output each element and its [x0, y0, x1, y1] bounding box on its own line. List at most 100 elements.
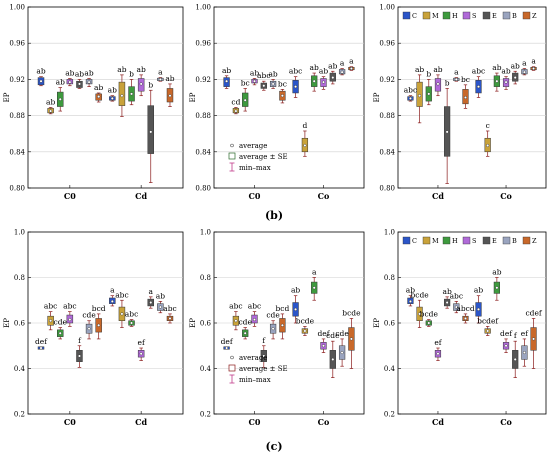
y-tick-label: 0.8	[14, 274, 25, 282]
box-mean	[110, 96, 114, 100]
y-tick-label: 1.00	[195, 4, 211, 12]
box-mean	[303, 143, 307, 147]
significance-letter: a	[312, 268, 317, 277]
box-mean	[463, 316, 467, 320]
y-tick-label: 1.00	[379, 4, 395, 12]
significance-letter: ef	[521, 329, 529, 338]
box-mean	[234, 109, 238, 113]
y-tick-label: 0.6	[14, 320, 26, 328]
x-tick-label: Cd	[432, 191, 444, 201]
box-mean	[331, 357, 335, 361]
legend-se: average ± SE	[239, 153, 288, 161]
y-tick-label: 0.92	[379, 76, 395, 84]
significance-letter: ab	[511, 61, 520, 70]
y-axis-label: EP	[373, 92, 381, 102]
box-mean	[58, 97, 62, 101]
box-mean	[39, 346, 43, 350]
legend-swatch	[442, 236, 451, 245]
legend-label: Z	[532, 12, 537, 20]
y-axis-label: EP	[3, 318, 11, 328]
y-tick-label: 0.96	[195, 40, 211, 48]
legend-minmax: min–max	[239, 164, 271, 172]
box-mean	[139, 82, 143, 86]
significance-letter: cdef	[525, 308, 542, 317]
significance-letter: b	[426, 69, 431, 78]
significance-letter: ab	[156, 291, 165, 300]
significance-letter: cde	[335, 329, 349, 338]
significance-letter: cd	[231, 97, 240, 106]
significance-letter: f	[78, 336, 82, 345]
y-axis-label: EP	[3, 92, 11, 102]
y-tick-label: 0.96	[379, 40, 395, 48]
significance-letter: bcde	[420, 310, 439, 319]
legend-symbol	[230, 355, 234, 360]
y-tick-label: 0.2	[200, 411, 211, 419]
box-mean	[532, 337, 536, 341]
box-mean	[168, 94, 172, 98]
legend-label: H	[452, 237, 458, 245]
box-mean	[322, 344, 326, 348]
significance-letter: c	[486, 121, 490, 130]
significance-letter: bcde	[296, 316, 315, 325]
legend-minmax: min–max	[239, 376, 271, 384]
significance-letter: abc	[163, 304, 176, 313]
box-mean	[243, 98, 247, 102]
significance-letter: abc	[125, 310, 138, 319]
significance-letter: ab	[406, 286, 415, 295]
significance-letter: bcde	[410, 290, 429, 299]
box-mean	[454, 77, 458, 81]
legend-swatch	[522, 11, 531, 20]
box-mean	[39, 79, 43, 83]
significance-letter: def	[317, 329, 330, 338]
box-mean	[303, 329, 307, 333]
box-mean	[513, 357, 517, 361]
legend-label: M	[432, 237, 439, 245]
significance-letter: ab	[328, 61, 337, 70]
significance-letter: ab	[222, 66, 231, 75]
box-mean	[408, 96, 412, 100]
legend-symbol	[228, 364, 236, 372]
x-tick-label: Cd	[432, 417, 444, 427]
significance-letter: ab	[84, 68, 93, 77]
significance-letter: a	[522, 59, 527, 68]
caption-c: (c)	[265, 440, 282, 453]
significance-letter: ab	[291, 286, 300, 295]
significance-letter: abc	[289, 67, 302, 76]
significance-letter: bc	[241, 78, 250, 87]
box-mean	[312, 286, 316, 290]
y-axis-label: EP	[189, 318, 197, 328]
legend-label: B	[512, 237, 517, 245]
significance-letter: a	[454, 68, 459, 77]
legend-label: S	[472, 12, 476, 20]
legend-swatch	[502, 236, 511, 245]
significance-letter: ab	[492, 268, 501, 277]
significance-letter: abc	[257, 71, 270, 80]
significance-letter: bcde	[342, 308, 361, 317]
significance-letter: a	[531, 57, 536, 66]
significance-letter: ef	[138, 338, 146, 347]
box-mean	[130, 92, 134, 96]
box-mean	[97, 323, 101, 327]
significance-letter: ef	[434, 338, 442, 347]
significance-letter: f	[514, 331, 518, 340]
significance-letter: abc	[404, 86, 417, 95]
significance-letter: ab	[46, 97, 55, 106]
significance-letter: ab	[75, 69, 84, 78]
y-tick-label: 1.0	[200, 229, 211, 237]
box-mean	[486, 329, 490, 333]
box-mean	[312, 79, 316, 83]
box-mean	[349, 337, 353, 341]
box-mean	[243, 331, 247, 335]
box-mean	[522, 351, 526, 355]
y-tick-label: 0.92	[9, 76, 25, 84]
box-mean	[49, 319, 53, 323]
box-mean	[87, 80, 91, 84]
legend-label: E	[492, 237, 497, 245]
box-mean	[504, 344, 508, 348]
box-mean	[110, 299, 114, 303]
box-mean	[454, 305, 458, 309]
